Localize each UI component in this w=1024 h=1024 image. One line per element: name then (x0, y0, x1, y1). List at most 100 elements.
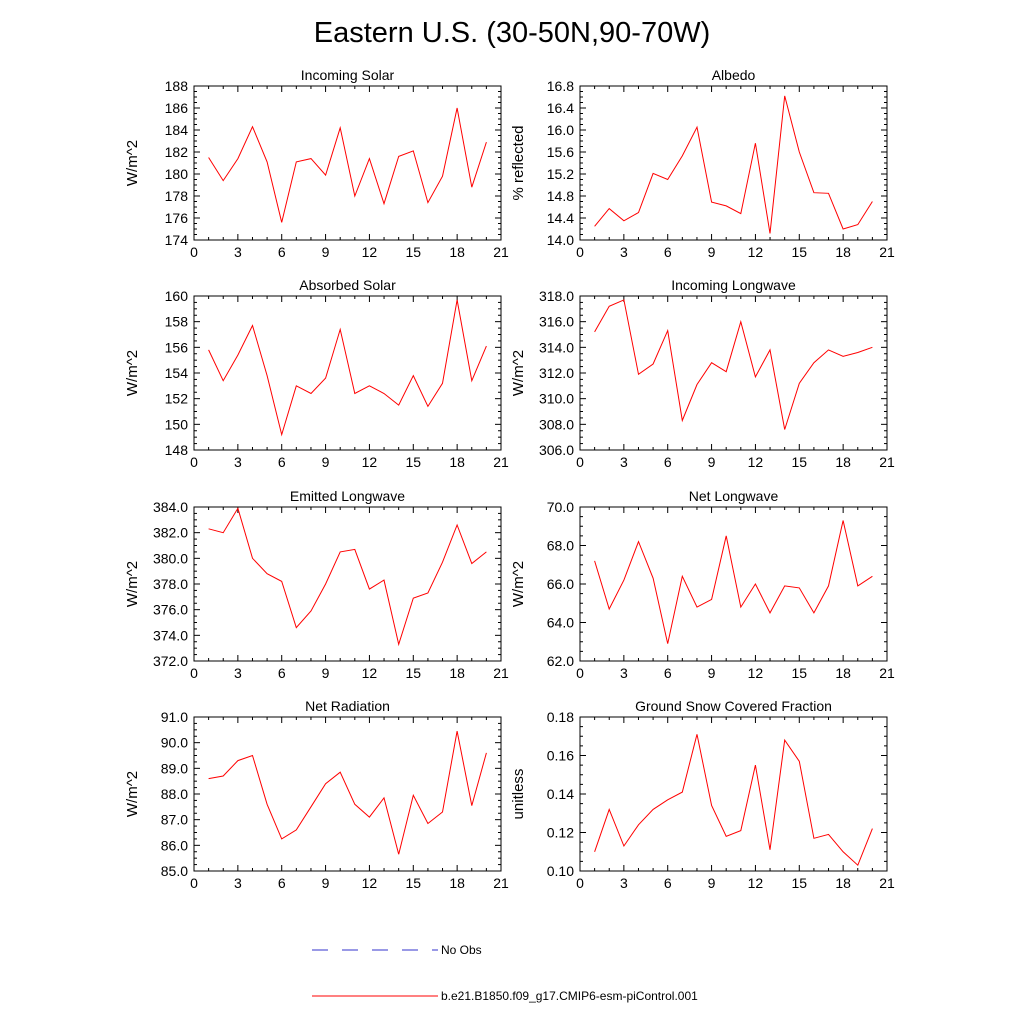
y-tick-label: 176 (165, 210, 189, 226)
y-axis-label: W/m^2 (124, 561, 141, 607)
panel-incoming-longwave: Incoming Longwave W/m^2 0 3 6 9 12 15 18 21 306.0 3… (510, 277, 895, 470)
y-tick-label: 14.8 (547, 188, 574, 204)
x-tick-label: 3 (620, 665, 628, 681)
y-tick-label: 70.0 (547, 499, 574, 515)
x-tick-label: 3 (234, 454, 242, 470)
y-tick-label: 182 (165, 144, 189, 160)
y-tick-label: 62.0 (547, 653, 574, 669)
x-tick-label: 12 (362, 454, 378, 470)
y-tick-label: 188 (165, 78, 189, 94)
y-tick-label: 372.0 (153, 653, 188, 669)
x-tick-label: 6 (278, 244, 286, 260)
x-tick-label: 21 (493, 875, 509, 891)
y-tick-label: 15.2 (547, 166, 574, 182)
series-line (594, 299, 873, 430)
series-line (594, 95, 873, 234)
y-axis-label: W/m^2 (124, 350, 141, 396)
x-tick-label: 12 (748, 875, 764, 891)
y-tick-label: 154 (165, 365, 189, 381)
x-tick-label: 18 (835, 665, 851, 681)
y-tick-label: 306.0 (539, 442, 574, 458)
y-tick-label: 88.0 (161, 786, 188, 802)
y-tick-label: 14.4 (547, 210, 574, 226)
plot-frame (193, 295, 502, 451)
y-tick-label: 316.0 (539, 314, 574, 330)
y-axis-label: unitless (510, 769, 527, 820)
y-tick-label: 174 (165, 232, 189, 248)
y-tick-label: 384.0 (153, 499, 188, 515)
plot-frame (579, 716, 888, 872)
x-tick-label: 3 (234, 875, 242, 891)
x-tick-label: 18 (835, 875, 851, 891)
y-tick-label: 312.0 (539, 365, 574, 381)
x-tick-label: 21 (879, 665, 895, 681)
legend-label-model: b.e21.B1850.f09_g17.CMIP6-esm-piControl.… (441, 989, 698, 1003)
x-tick-label: 0 (576, 244, 584, 260)
plot-frame (193, 716, 502, 872)
panel-title: Incoming Longwave (671, 277, 796, 293)
y-tick-label: 380.0 (153, 550, 188, 566)
x-tick-label: 15 (405, 244, 421, 260)
y-tick-label: 382.0 (153, 525, 188, 541)
y-tick-label: 0.14 (547, 786, 574, 802)
y-tick-label: 85.0 (161, 863, 188, 879)
x-tick-label: 3 (234, 244, 242, 260)
x-tick-label: 6 (664, 665, 672, 681)
x-tick-label: 0 (190, 454, 198, 470)
x-tick-label: 0 (576, 454, 584, 470)
series-line (208, 107, 487, 223)
x-tick-label: 18 (449, 244, 465, 260)
x-tick-label: 9 (322, 244, 330, 260)
y-tick-label: 16.8 (547, 78, 574, 94)
x-tick-label: 21 (493, 665, 509, 681)
y-tick-label: 0.12 (547, 825, 574, 841)
x-tick-label: 12 (748, 454, 764, 470)
y-tick-label: 310.0 (539, 391, 574, 407)
y-tick-label: 180 (165, 166, 189, 182)
y-tick-label: 160 (165, 288, 189, 304)
x-tick-label: 21 (493, 454, 509, 470)
x-tick-label: 9 (708, 875, 716, 891)
panel-title: Net Radiation (305, 698, 390, 714)
x-tick-label: 6 (278, 665, 286, 681)
x-tick-label: 3 (620, 244, 628, 260)
y-tick-label: 16.0 (547, 122, 574, 138)
y-axis-label: W/m^2 (124, 771, 141, 817)
figure-title: Eastern U.S. (30-50N,90-70W) (314, 17, 710, 49)
series-line (208, 299, 487, 437)
x-tick-label: 18 (449, 875, 465, 891)
panel-net-longwave: Net Longwave W/m^2 0 3 6 9 12 15 18 21 62.0 64.0 66.… (510, 488, 895, 681)
x-tick-label: 12 (748, 244, 764, 260)
panel-ground-snow-covered-fraction: Ground Snow Covered Fraction unitless 0 3 6 9… (510, 698, 895, 891)
y-tick-label: 86.0 (161, 837, 188, 853)
y-tick-label: 0.18 (547, 709, 574, 725)
y-tick-label: 318.0 (539, 288, 574, 304)
x-tick-label: 15 (405, 454, 421, 470)
x-tick-label: 18 (835, 244, 851, 260)
y-tick-label: 150 (165, 416, 189, 432)
x-tick-label: 15 (791, 454, 807, 470)
x-tick-label: 21 (493, 244, 509, 260)
legend: No Obs b.e21.B1850.f09_g17.CMIP6-esm-piC… (312, 943, 698, 1003)
y-tick-label: 64.0 (547, 615, 574, 631)
x-tick-label: 9 (322, 875, 330, 891)
y-tick-label: 66.0 (547, 576, 574, 592)
x-tick-label: 6 (664, 875, 672, 891)
panel-title: Emitted Longwave (290, 488, 405, 504)
x-tick-label: 6 (278, 875, 286, 891)
x-tick-label: 21 (879, 454, 895, 470)
x-tick-label: 9 (708, 454, 716, 470)
x-tick-label: 0 (576, 875, 584, 891)
series-line (594, 734, 873, 867)
x-tick-label: 9 (708, 665, 716, 681)
x-tick-label: 9 (322, 665, 330, 681)
plot-frame (579, 85, 888, 241)
x-tick-label: 18 (449, 454, 465, 470)
x-tick-label: 0 (190, 875, 198, 891)
x-tick-label: 6 (664, 244, 672, 260)
x-tick-label: 6 (278, 454, 286, 470)
y-tick-label: 158 (165, 314, 189, 330)
x-tick-label: 15 (791, 875, 807, 891)
y-tick-label: 178 (165, 188, 189, 204)
